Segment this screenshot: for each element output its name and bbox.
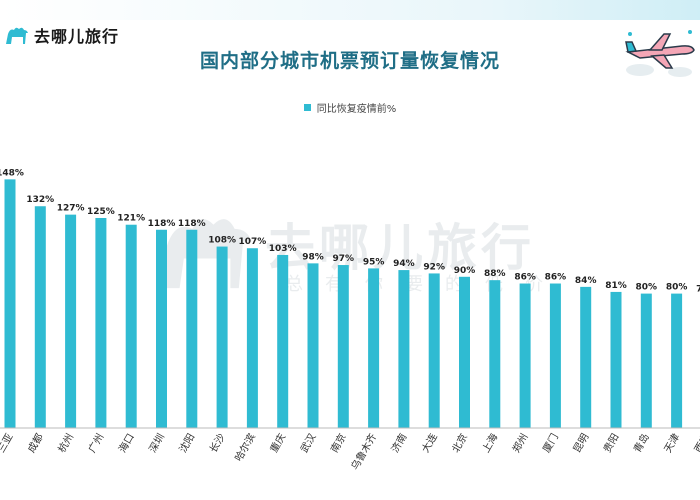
legend: 同比恢复疫情前% [0, 100, 700, 115]
data-label-12: 97% [333, 254, 355, 264]
x-tick-label-12: 南京 [328, 431, 349, 455]
camel-logo-icon [6, 27, 28, 44]
data-label-8: 108% [208, 236, 236, 246]
x-tick-label-11: 武汉 [297, 431, 318, 455]
x-tick-label-24: 西安 [691, 431, 700, 455]
x-tick-label-14: 济南 [388, 431, 409, 455]
bar-17 [489, 280, 501, 428]
bar-23 [671, 293, 683, 428]
airplane-clouds-icon [625, 30, 695, 77]
bar-1 [4, 179, 16, 428]
data-label-5: 121% [117, 214, 145, 224]
data-label-2: 132% [26, 195, 54, 205]
x-tick-label-1: 三亚 [0, 432, 16, 455]
bar-6 [156, 229, 167, 428]
bar-10 [277, 254, 289, 428]
bar-11 [307, 263, 319, 428]
x-tick-label-7: 沈阳 [176, 431, 197, 455]
bar-19 [549, 283, 561, 428]
bar-4 [95, 218, 107, 428]
x-tick-label-19: 厦门 [540, 431, 561, 455]
data-label-24: 79% [696, 284, 700, 294]
data-label-16: 90% [454, 266, 476, 276]
data-label-19: 86% [545, 273, 567, 283]
x-tick-label-13: 乌鲁木齐 [348, 431, 379, 472]
logo-text: 去哪儿旅行 [34, 27, 120, 46]
header-bar [0, 0, 700, 20]
legend-swatch [303, 104, 311, 111]
data-label-17: 88% [484, 269, 506, 279]
data-label-6: 118% [148, 219, 176, 229]
bar-5 [125, 224, 137, 428]
x-tick-label-10: 重庆 [267, 431, 288, 455]
bar-15 [428, 273, 440, 428]
x-tick-label-17: 上海 [479, 431, 500, 455]
data-label-4: 125% [87, 207, 115, 217]
data-label-18: 86% [514, 273, 536, 283]
x-tick-label-6: 深圳 [147, 432, 167, 455]
x-tick-label-9: 哈尔滨 [232, 431, 258, 463]
data-label-13: 95% [363, 257, 385, 267]
data-label-22: 80% [636, 283, 658, 293]
data-label-21: 81% [605, 281, 627, 291]
x-tick-label-2: 成都 [26, 432, 46, 455]
x-tick-label-4: 广州 [86, 432, 106, 455]
data-label-20: 84% [575, 276, 597, 286]
x-tick-label-20: 昆明 [571, 432, 591, 455]
x-tick-label-15: 大连 [419, 431, 440, 455]
x-tick-label-22: 青岛 [631, 431, 652, 455]
data-label-3: 127% [57, 204, 85, 214]
data-label-14: 94% [393, 259, 415, 269]
bar-22 [640, 293, 652, 428]
bar-14 [398, 270, 410, 428]
brand-logo: 去哪儿旅行 [4, 22, 119, 48]
data-label-15: 92% [423, 262, 445, 272]
x-tick-label-23: 天津 [662, 432, 682, 455]
bar-18 [519, 283, 531, 428]
bar-7 [186, 229, 198, 428]
bar-13 [368, 268, 380, 428]
bar-3 [65, 214, 77, 428]
data-label-10: 103% [269, 244, 297, 254]
bar-20 [580, 286, 592, 428]
x-tick-label-21: 贵阳 [600, 431, 621, 455]
bar-9 [246, 248, 258, 428]
legend-label: 同比恢复疫情前% [316, 104, 397, 115]
x-tick-label-8: 长沙 [207, 432, 227, 455]
bar-21 [610, 291, 622, 428]
data-label-23: 80% [666, 283, 688, 293]
bar-16 [459, 276, 470, 428]
data-label-1: 148% [0, 168, 24, 178]
bar-2 [34, 206, 46, 428]
data-label-9: 107% [238, 237, 266, 247]
x-tick-label-18: 郑州 [509, 431, 530, 455]
bar-8 [216, 246, 228, 428]
data-label-11: 98% [302, 252, 324, 262]
x-tick-label-16: 北京 [449, 431, 470, 455]
bar-12 [337, 265, 349, 428]
x-tick-label-3: 杭州 [55, 431, 76, 455]
data-label-7: 118% [178, 219, 206, 229]
x-tick-label-5: 海口 [116, 431, 137, 455]
chart-title: 国内部分城市机票预订量恢复情况 [199, 50, 500, 72]
